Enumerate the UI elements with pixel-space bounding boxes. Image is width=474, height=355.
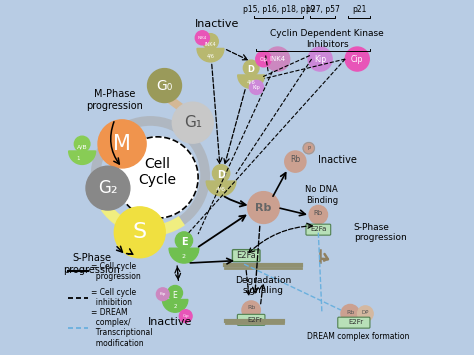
Text: Rb: Rb [314,210,323,216]
Circle shape [303,142,314,154]
Circle shape [117,137,198,218]
Text: 4/6: 4/6 [216,187,226,192]
Wedge shape [197,48,224,62]
Text: E: E [173,290,177,300]
Text: S: S [133,222,147,242]
Circle shape [309,206,328,224]
Text: p27, p57: p27, p57 [306,5,339,14]
Text: G₀: G₀ [156,78,173,93]
Text: Inactive: Inactive [147,317,192,327]
Text: Inactive: Inactive [195,19,240,29]
Circle shape [175,232,192,249]
Text: M-Phase
progression: M-Phase progression [87,89,144,110]
Text: 2: 2 [182,254,186,259]
Text: S-Phase
progression: S-Phase progression [354,223,406,242]
Text: 4/6: 4/6 [207,53,214,58]
Text: 1: 1 [76,156,80,161]
Circle shape [256,51,271,67]
Text: D: D [217,170,225,180]
Text: No DNA
Binding: No DNA Binding [305,185,338,205]
Text: A/B: A/B [77,144,87,149]
Text: = Cell cycle
  inhibition: = Cell cycle inhibition [91,288,136,307]
Circle shape [203,34,218,49]
FancyBboxPatch shape [306,224,331,235]
Circle shape [243,60,259,76]
Circle shape [195,31,210,45]
Text: E2Fr: E2Fr [348,320,363,326]
Circle shape [168,285,182,300]
Wedge shape [237,75,264,88]
Text: E: E [181,237,187,247]
Text: G₂: G₂ [98,179,118,197]
Wedge shape [169,248,199,263]
Circle shape [98,120,146,168]
Text: 4/6: 4/6 [246,80,255,85]
Circle shape [179,310,192,322]
Circle shape [147,69,182,103]
Circle shape [247,192,280,223]
Text: E2Fa: E2Fa [310,226,327,233]
Circle shape [86,166,130,210]
Text: Rb: Rb [290,155,301,164]
Text: INK4: INK4 [198,36,207,40]
Text: Inactive: Inactive [319,155,357,165]
Circle shape [345,47,369,71]
Text: = Cell cycle
  progression: = Cell cycle progression [91,262,141,281]
FancyBboxPatch shape [237,314,265,325]
Text: Cip: Cip [260,56,267,61]
Text: INK4: INK4 [205,42,216,47]
Text: Degradation
signaling: Degradation signaling [236,275,292,295]
Circle shape [341,305,359,323]
FancyBboxPatch shape [338,317,370,328]
Text: Rb: Rb [346,310,354,315]
Text: D: D [247,65,255,74]
Text: Cip: Cip [351,55,364,64]
Text: Rb: Rb [255,203,272,213]
Wedge shape [69,151,96,164]
Text: Cip: Cip [182,314,189,318]
Text: G₁: G₁ [184,115,202,130]
Text: = DREAM
  complex/
  Transcriptional
  modification: = DREAM complex/ Transcriptional modific… [91,308,153,348]
Text: Cell
Cycle: Cell Cycle [138,157,176,187]
Text: 2: 2 [173,304,177,309]
Circle shape [308,47,332,71]
Circle shape [156,288,169,301]
Wedge shape [206,181,236,196]
Text: M: M [113,134,131,154]
Circle shape [357,306,373,321]
Circle shape [249,80,264,94]
Text: Rb: Rb [247,306,255,311]
Text: p15, p16, p18, p19: p15, p16, p18, p19 [243,5,315,14]
Circle shape [172,102,213,143]
Text: Cyclin Dependent Kinase
Inhibitors: Cyclin Dependent Kinase Inhibitors [270,29,384,49]
Text: S-Phase
progression: S-Phase progression [64,253,120,275]
Text: Kip: Kip [314,55,326,64]
Text: INK4: INK4 [270,56,286,62]
Text: Kip: Kip [160,292,166,296]
Text: Kip: Kip [253,85,260,90]
Text: DP: DP [362,310,369,315]
Circle shape [265,47,290,71]
Text: P: P [307,146,310,151]
Text: E2Fr: E2Fr [248,317,263,323]
Circle shape [114,207,165,258]
Circle shape [242,301,260,319]
FancyBboxPatch shape [232,250,260,262]
Circle shape [285,151,306,172]
Text: DREAM complex formation: DREAM complex formation [307,332,409,341]
Text: p21: p21 [352,5,366,14]
Circle shape [212,165,230,182]
Text: E2Fa: E2Fa [237,251,256,260]
Circle shape [74,136,90,152]
Wedge shape [163,300,188,312]
